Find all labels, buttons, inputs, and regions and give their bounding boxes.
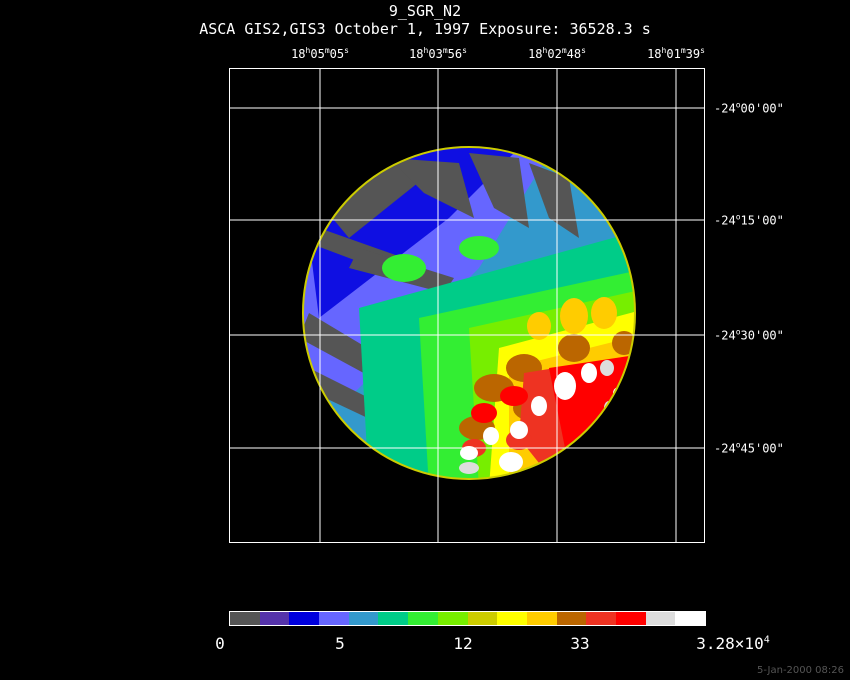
dec-label-1: -24o00'00" bbox=[714, 100, 784, 116]
colorbar-swatch bbox=[497, 612, 527, 625]
colorbar-label-min: 0 bbox=[215, 634, 225, 653]
colorbar-swatch bbox=[675, 612, 705, 625]
timestamp: 5-Jan-2000 08:26 bbox=[757, 665, 844, 676]
colorbar-label-3: 12 bbox=[453, 634, 473, 653]
dec-label-2: -24o15'00" bbox=[714, 212, 784, 228]
image-frame bbox=[229, 68, 705, 543]
ra-label-1: 18h05m05s bbox=[291, 46, 349, 61]
image-subtitle: ASCA GIS2,GIS3 October 1, 1997 Exposure:… bbox=[199, 20, 651, 38]
ra-label-3: 18h02m48s bbox=[528, 46, 586, 61]
dec-label-4: -24o45'00" bbox=[714, 440, 784, 456]
colorbar-label-max: 3.28×104 bbox=[696, 634, 770, 653]
fov-edge bbox=[302, 146, 636, 480]
image-title: 9_SGR_N2 bbox=[388, 2, 462, 20]
colorbar-swatch bbox=[348, 612, 379, 625]
colorbar-swatch bbox=[437, 612, 468, 625]
colorbar-swatch bbox=[615, 612, 646, 625]
colorbar-swatch bbox=[259, 612, 290, 625]
colorbar-swatch bbox=[230, 612, 260, 625]
ra-label-4: 18h01m39s bbox=[647, 46, 705, 61]
colorbar-swatch bbox=[289, 612, 320, 625]
colorbar-swatch bbox=[586, 612, 616, 625]
colorbar-swatch bbox=[378, 612, 409, 625]
colorbar-swatch bbox=[526, 612, 557, 625]
colorbar-swatch bbox=[467, 612, 498, 625]
ra-label-2: 18h03m56s bbox=[409, 46, 467, 61]
colorbar-swatch bbox=[556, 612, 587, 625]
coordinate-grid bbox=[229, 68, 705, 543]
colorbar-swatch bbox=[408, 612, 438, 625]
colorbar-label-4: 33 bbox=[570, 634, 590, 653]
colorbar-swatch bbox=[645, 612, 676, 625]
xray-image bbox=[229, 68, 705, 543]
colorbar-swatch bbox=[319, 612, 349, 625]
colorbar-label-2: 5 bbox=[335, 634, 345, 653]
dec-label-3: -24o30'00" bbox=[714, 327, 784, 343]
color-bar bbox=[229, 611, 706, 626]
